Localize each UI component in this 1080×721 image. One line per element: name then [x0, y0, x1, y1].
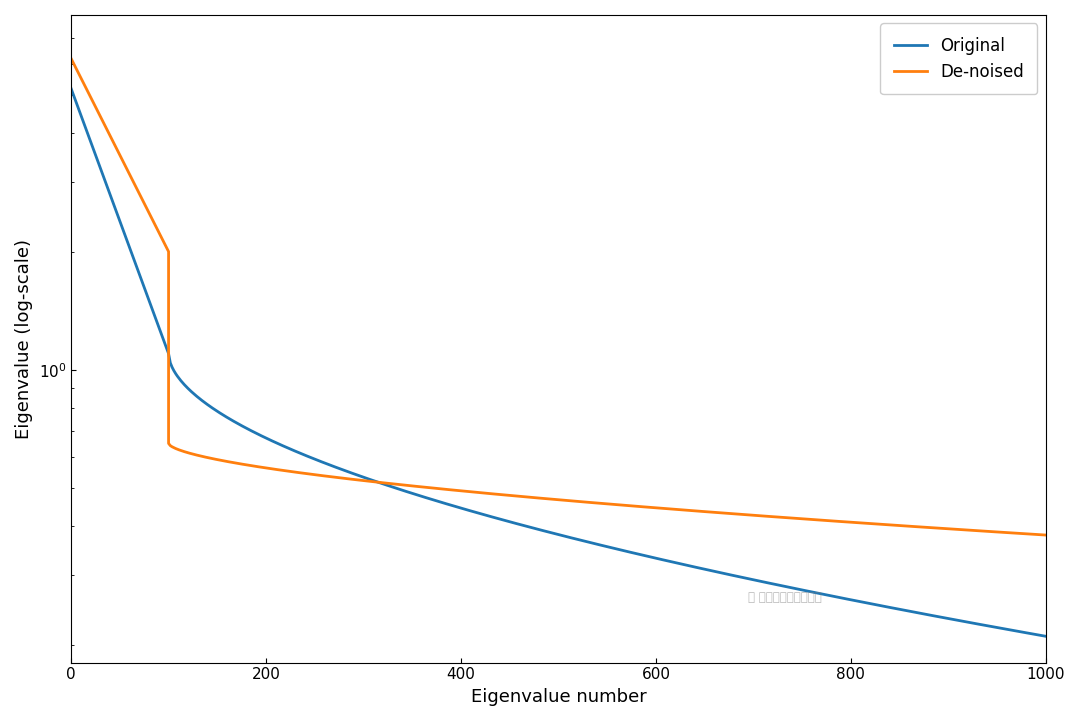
Y-axis label: Eigenvalue (log-scale): Eigenvalue (log-scale)	[15, 239, 33, 439]
De-noised	[879, 521, 892, 529]
De-noised	[1039, 531, 1052, 539]
Original	[104, 190, 117, 198]
Legend: Original, De-noised: Original, De-noised	[880, 23, 1038, 94]
De-noised	[501, 491, 514, 500]
De-noised	[65, 54, 78, 63]
De-noised	[529, 493, 542, 502]
Original	[246, 428, 259, 436]
Original	[90, 151, 103, 159]
Line: De-noised: De-noised	[71, 58, 1045, 535]
X-axis label: Eigenvalue number: Eigenvalue number	[471, 688, 646, 706]
Original	[473, 509, 486, 518]
Original	[65, 84, 78, 93]
De-noised	[151, 225, 164, 234]
De-noised	[941, 524, 954, 533]
Original	[972, 620, 985, 629]
Line: Original: Original	[71, 89, 1045, 636]
Original	[1039, 632, 1052, 640]
De-noised	[545, 495, 558, 503]
Text: 正 量化投资与机器学习: 正 量化投资与机器学习	[748, 591, 822, 604]
Original	[789, 585, 802, 593]
